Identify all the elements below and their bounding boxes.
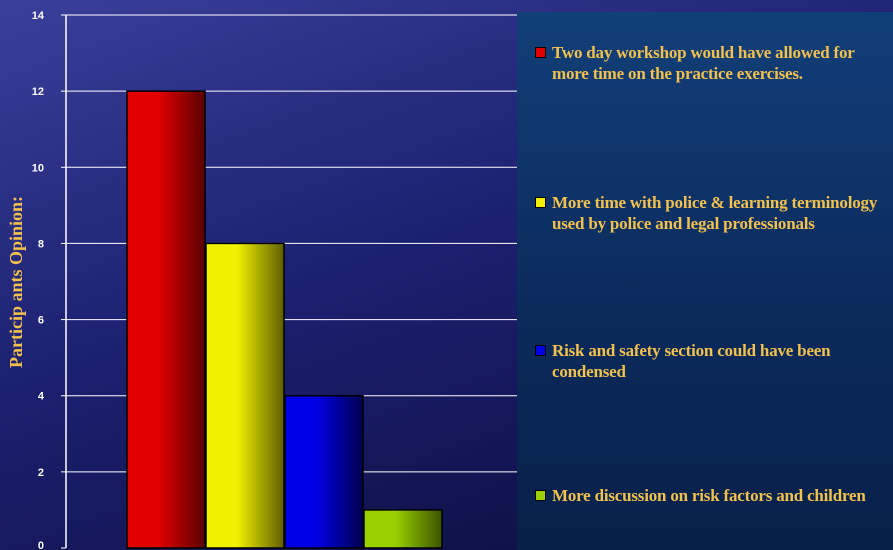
y-axis-title: Particip ants Opinion: xyxy=(6,196,26,368)
legend-item-1: Two day workshop would have allowed for … xyxy=(535,42,891,84)
legend-swatch-yellow xyxy=(535,197,546,208)
legend-label: More time with police & learning termino… xyxy=(552,193,878,233)
y-tick-label: 14 xyxy=(32,10,45,22)
y-tick-label: 12 xyxy=(32,86,44,98)
y-tick-label: 2 xyxy=(38,467,44,479)
legend: Two day workshop would have allowed for … xyxy=(517,12,893,550)
bar-4 xyxy=(363,509,443,549)
legend-item-3: Risk and safety section could have been … xyxy=(535,340,891,382)
legend-swatch-red xyxy=(535,47,546,58)
legend-label: Two day workshop would have allowed for … xyxy=(552,43,855,83)
legend-item-4: More discussion on risk factors and chil… xyxy=(535,485,891,506)
legend-item-2: More time with police & learning termino… xyxy=(535,192,891,234)
bars xyxy=(126,90,443,549)
bar-chart: 0 2 4 6 8 10 12 14 Particip ants Opinion: xyxy=(6,10,443,550)
bar-3 xyxy=(284,394,364,549)
legend-label: More discussion on risk factors and chil… xyxy=(552,486,866,505)
y-tick-label: 0 xyxy=(38,540,44,550)
legend-swatch-green xyxy=(535,490,546,501)
y-tick-label: 8 xyxy=(38,238,44,250)
legend-swatch-blue xyxy=(535,345,546,356)
y-tick-label: 6 xyxy=(38,315,44,327)
y-tick-label: 10 xyxy=(32,162,44,174)
legend-label: Risk and safety section could have been … xyxy=(552,341,831,381)
y-tick-labels: 0 2 4 6 8 10 12 14 xyxy=(32,10,66,550)
y-tick-label: 4 xyxy=(38,391,45,403)
bar-1 xyxy=(126,90,206,549)
bar-2 xyxy=(205,242,285,549)
